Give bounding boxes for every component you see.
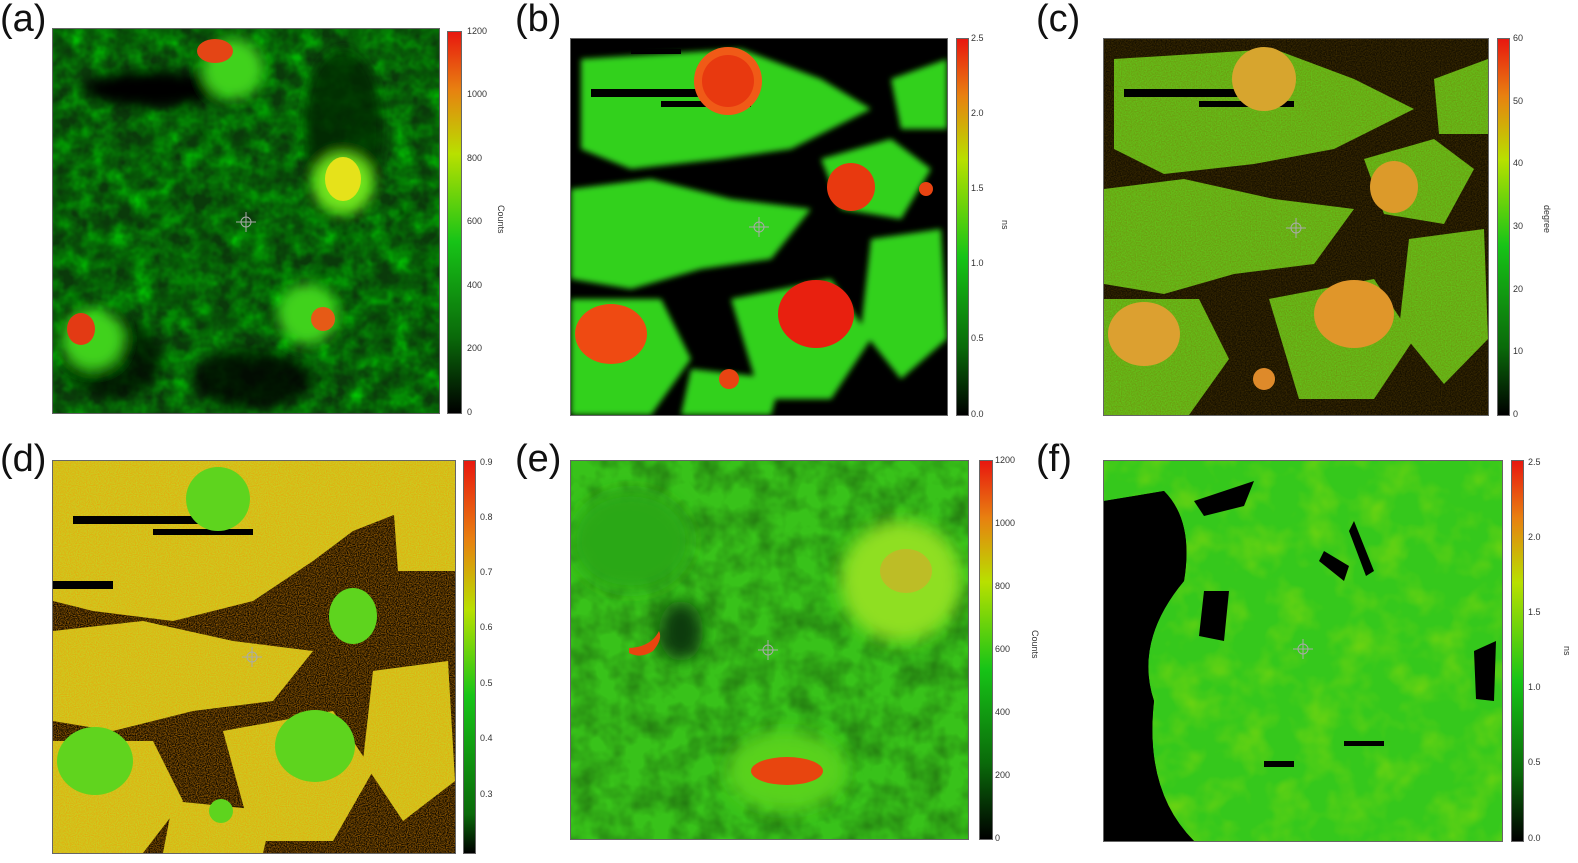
tick-f-5: 0.0 <box>1528 833 1541 843</box>
colorbar-a <box>447 31 462 414</box>
tick-c-1: 50 <box>1513 96 1524 106</box>
tick-d-1: 0.8 <box>480 512 493 522</box>
tick-c-3: 30 <box>1513 221 1524 231</box>
colorbar-unit-c: degree <box>1542 205 1552 234</box>
tick-a-3: 600 <box>467 216 483 226</box>
tick-a-6: 0 <box>467 407 473 417</box>
colorbar-unit-b: ns <box>1000 220 1010 230</box>
tick-e-6: 0 <box>995 833 1001 843</box>
tick-b-1: 2.0 <box>971 108 984 118</box>
colorbar-e <box>979 460 993 840</box>
tick-c-5: 10 <box>1513 346 1524 356</box>
tick-f-3: 1.0 <box>1528 682 1541 692</box>
colorbar-d <box>463 460 476 854</box>
tick-c-4: 20 <box>1513 284 1524 294</box>
tick-d-5: 0.4 <box>480 733 493 743</box>
tick-e-0: 1200 <box>995 455 1016 465</box>
panel-label-d: (d) <box>0 438 47 480</box>
map-image-f <box>1103 460 1503 842</box>
panel-label-c: (c) <box>1036 0 1081 40</box>
map-image-d <box>52 460 456 854</box>
tick-a-5: 200 <box>467 343 483 353</box>
map-image-c <box>1103 38 1489 416</box>
panel-label-a: (a) <box>0 0 47 40</box>
tick-f-2: 1.5 <box>1528 607 1541 617</box>
tick-c-0: 60 <box>1513 33 1524 43</box>
tick-e-1: 1000 <box>995 518 1016 528</box>
tick-d-3: 0.6 <box>480 622 493 632</box>
map-image-a <box>52 28 440 414</box>
tick-e-4: 400 <box>995 707 1011 717</box>
colorbar-unit-e: Counts <box>1030 630 1040 659</box>
tick-c-2: 40 <box>1513 158 1524 168</box>
tick-d-4: 0.5 <box>480 678 493 688</box>
map-image-e <box>570 460 969 840</box>
tick-a-2: 800 <box>467 153 483 163</box>
tick-a-0: 1200 <box>467 26 488 36</box>
tick-f-0: 2.5 <box>1528 457 1541 467</box>
tick-d-6: 0.3 <box>480 789 493 799</box>
tick-f-1: 2.0 <box>1528 532 1541 542</box>
colorbar-c <box>1497 38 1510 416</box>
panel-label-b: (b) <box>515 0 562 40</box>
tick-e-3: 600 <box>995 644 1011 654</box>
tick-b-2: 1.5 <box>971 183 984 193</box>
tick-b-0: 2.5 <box>971 33 984 43</box>
panel-label-f: (f) <box>1036 438 1072 480</box>
tick-f-4: 0.5 <box>1528 757 1541 767</box>
tick-a-4: 400 <box>467 280 483 290</box>
tick-b-5: 0.0 <box>971 409 984 419</box>
colorbar-f <box>1511 460 1524 842</box>
tick-b-3: 1.0 <box>971 258 984 268</box>
tick-d-2: 0.7 <box>480 567 493 577</box>
colorbar-b <box>956 38 969 416</box>
tick-e-5: 200 <box>995 770 1011 780</box>
colorbar-unit-a: Counts <box>496 205 506 234</box>
tick-d-0: 0.9 <box>480 457 493 467</box>
tick-e-2: 800 <box>995 581 1011 591</box>
map-image-b <box>570 38 948 416</box>
tick-c-6: 0 <box>1513 409 1519 419</box>
colorbar-unit-f: ns <box>1562 646 1572 656</box>
tick-b-4: 0.5 <box>971 333 984 343</box>
panel-label-e: (e) <box>515 438 562 480</box>
tick-a-1: 1000 <box>467 89 488 99</box>
